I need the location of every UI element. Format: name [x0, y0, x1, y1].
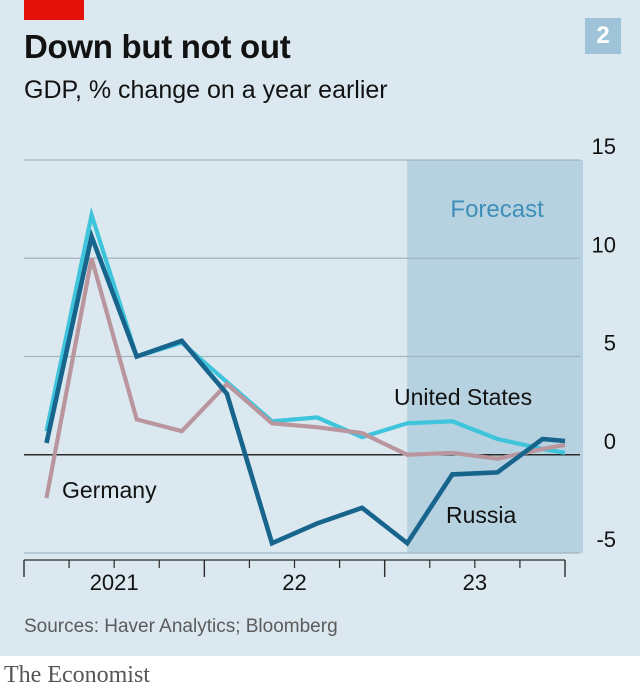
y-tick-label: 10 [592, 232, 616, 257]
series-line-germany [44, 257, 566, 499]
source-note: Sources: Haver Analytics; Bloomberg [24, 616, 338, 637]
y-tick-label: 5 [604, 331, 616, 356]
y-tick-label: 0 [604, 429, 616, 454]
brand-red-tag [24, 0, 84, 20]
y-tick-label: 15 [592, 134, 616, 159]
y-tick-label: -5 [596, 527, 616, 552]
x-tick-label: 22 [282, 570, 306, 595]
series-label-germany: Germany [62, 477, 157, 503]
chart-title: Down but not out [24, 28, 291, 65]
chart-subtitle: GDP, % change on a year earlier [24, 76, 388, 104]
x-tick-label: 2021 [90, 570, 139, 595]
series-line-russia [44, 228, 566, 547]
forecast-label: Forecast [450, 196, 544, 223]
chart-number-badge: 2 [585, 18, 621, 54]
series-label-united-states: United States [394, 384, 532, 410]
series-label-russia: Russia [446, 502, 517, 528]
x-tick-label: 23 [463, 570, 487, 595]
brand-logo-text: The Economist [4, 662, 150, 688]
line-chart: 15 10 5 0 -5 Forecast 2021 22 23 United States Ger… [23, 134, 616, 595]
footer-band [0, 656, 640, 696]
